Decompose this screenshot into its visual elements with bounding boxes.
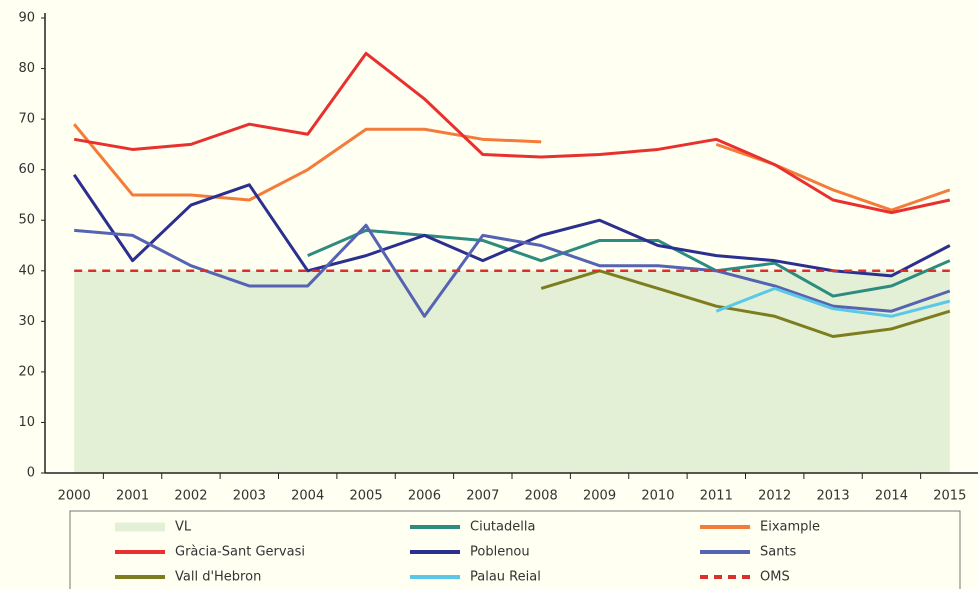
x-tick-label: 2004	[291, 489, 324, 504]
line	[307, 228, 951, 298]
x-tick-label: 2012	[758, 489, 791, 504]
line	[540, 269, 951, 338]
x-tick-label: 2013	[817, 489, 850, 504]
line	[72, 173, 951, 278]
x-tick-label: 2007	[466, 489, 499, 504]
legend-box	[69, 510, 961, 589]
legend-label: Gràcia-Sant Gervasi	[175, 545, 305, 560]
y-tick-label: 70	[18, 112, 35, 127]
x-tick-label: 2005	[350, 489, 383, 504]
x-tick-label: 2006	[408, 489, 441, 504]
x-tick-label: 2008	[525, 489, 558, 504]
line	[715, 142, 951, 212]
line	[73, 51, 951, 215]
x-tick-label: 2002	[174, 489, 207, 504]
legend-label: Vall d'Hebron	[175, 570, 261, 585]
x-tick-label: 2001	[116, 489, 149, 504]
y-tick-label: 0	[27, 466, 35, 481]
x-tick-label: 2010	[641, 489, 674, 504]
legend-label: VL	[175, 520, 192, 535]
y-tick-label: 20	[18, 364, 35, 379]
x-tick-label: 2000	[58, 489, 91, 504]
x-tick-label: 2014	[875, 489, 908, 504]
x-tick-label: 2003	[233, 489, 266, 504]
legend-label: Sants	[760, 545, 797, 560]
legend-label: Ciutadella	[470, 520, 535, 535]
y-tick-label: 30	[18, 314, 35, 329]
legend-label: Eixample	[760, 520, 820, 535]
legend-label: Palau Reial	[470, 570, 541, 585]
x-tick-label: 2015	[933, 489, 966, 504]
legend-label: OMS	[760, 570, 790, 585]
line	[74, 223, 951, 318]
y-tick-label: 80	[18, 61, 35, 76]
y-tick-label: 60	[18, 162, 35, 177]
x-tick-label: 2009	[583, 489, 616, 504]
y-tick-label: 50	[18, 213, 35, 228]
legend-label: Poblenou	[470, 545, 530, 560]
x-tick-label: 2011	[700, 489, 733, 504]
y-tick-label: 40	[18, 263, 35, 278]
y-tick-label: 10	[18, 415, 35, 430]
line	[715, 286, 951, 318]
area	[74, 270, 950, 473]
y-tick-label: 90	[18, 11, 35, 26]
